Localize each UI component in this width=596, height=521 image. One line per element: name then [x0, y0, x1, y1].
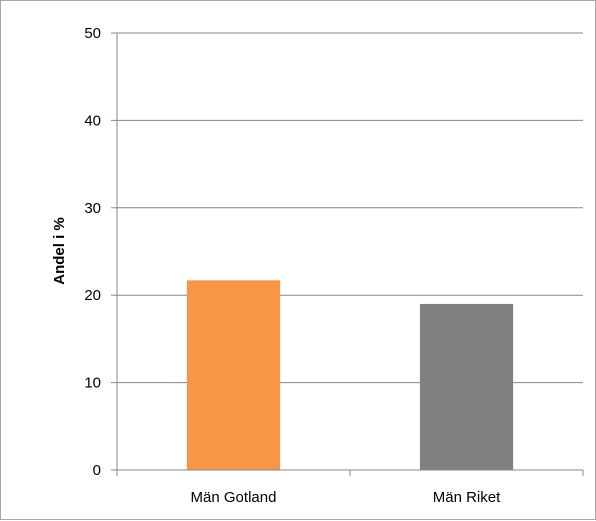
bar-1	[186, 280, 281, 470]
x-tick-label: Män Riket	[433, 489, 501, 506]
axes	[116, 33, 584, 476]
y-tick-label: 10	[84, 375, 101, 392]
y-tick-label: 20	[84, 287, 101, 304]
y-tick-label: 40	[84, 112, 101, 129]
y-tick-labels: 0 10 20 30 40 50	[84, 25, 101, 479]
y-tick-label: 30	[84, 200, 101, 217]
x-tick-labels: Män Gotland Män Riket	[191, 489, 502, 506]
x-tick-label: Män Gotland	[191, 489, 277, 506]
y-tick-label: 0	[93, 462, 101, 479]
bars	[186, 280, 514, 470]
bar-2	[419, 303, 514, 470]
y-tick-label: 50	[84, 25, 101, 42]
y-axis-title: Andel i %	[51, 217, 68, 285]
